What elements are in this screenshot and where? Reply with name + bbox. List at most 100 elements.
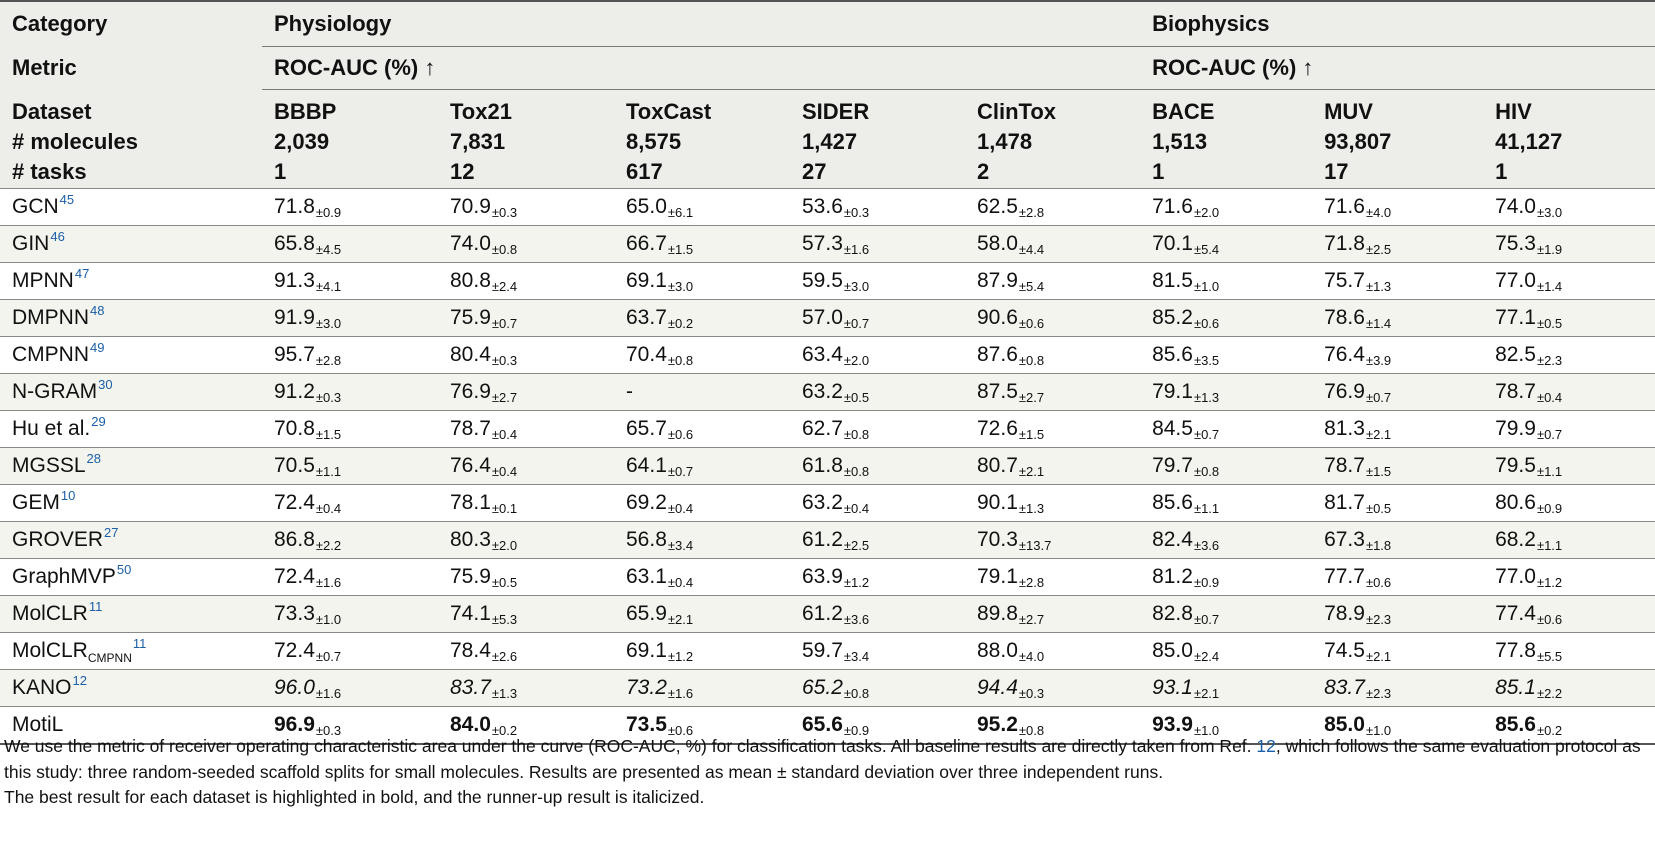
reference-link[interactable]: 48: [90, 303, 105, 318]
reference-link[interactable]: 47: [74, 266, 90, 281]
score-std: ±0.6: [1193, 316, 1220, 331]
score-std: ±2.7: [491, 390, 518, 405]
group-biophysics: Biophysics: [1140, 0, 1655, 47]
score-std: ±1.3: [1018, 501, 1045, 516]
score-std: ±0.3: [491, 353, 518, 368]
score-mean: 91.2: [274, 380, 315, 403]
score-mean: 79.7: [1152, 454, 1193, 477]
score-mean: 84.5: [1152, 417, 1193, 440]
header-row-dataset: Dataset BBBP Tox21 ToxCast SIDER ClinTox BACE…: [0, 89, 1655, 128]
score-cell: 75.9±0.5: [438, 558, 614, 596]
score-std: ±1.4: [1365, 316, 1392, 331]
model-name-cell: Hu et al.29: [0, 410, 262, 448]
dataset-tasks: 617: [626, 159, 663, 184]
score-std: ±1.0: [1365, 723, 1392, 738]
model-name-cell: GIN46: [0, 225, 262, 263]
reference-link[interactable]: 45: [59, 192, 75, 207]
score-mean: 85.2: [1152, 306, 1193, 329]
score-mean: 63.2: [802, 491, 843, 514]
score-cell: 80.6±0.9: [1483, 484, 1655, 522]
score-std: ±2.0: [491, 538, 518, 553]
score-std: ±1.0: [1193, 723, 1220, 738]
reference-link[interactable]: 27: [104, 525, 119, 540]
reference-link[interactable]: 12: [72, 673, 87, 688]
score-mean: 77.0: [1495, 269, 1536, 292]
reference-link[interactable]: 10: [60, 488, 76, 503]
reference-link[interactable]: 11: [88, 599, 103, 614]
model-name: CMPNN: [12, 343, 89, 366]
score-std: ±5.5: [1536, 649, 1563, 664]
score-mean: 83.7: [1324, 676, 1365, 699]
model-name: Hu et al.: [12, 417, 91, 440]
score-mean: 75.3: [1495, 232, 1536, 255]
score-std: ±0.4: [843, 501, 870, 516]
table-row: MotiL 96.9±0.3 84.0±0.2 73.5±0.6 65.6±0.9 95.…: [0, 706, 1655, 745]
model-name-cell: GROVER27: [0, 521, 262, 559]
score-cell: 59.5±3.0: [790, 262, 965, 300]
score-std: ±0.8: [843, 464, 870, 479]
score-cell: 82.5±2.3: [1483, 336, 1655, 374]
dataset-name: BACE: [1152, 99, 1215, 124]
score-cell: 66.7±1.5: [614, 225, 790, 263]
score-mean: 95.7: [274, 343, 315, 366]
score-mean: 70.5: [274, 454, 315, 477]
score-cell: 74.0±3.0: [1483, 188, 1655, 226]
reference-link[interactable]: 11: [132, 636, 147, 651]
reference-link[interactable]: 50: [116, 562, 132, 577]
footnote-ref-link[interactable]: 12: [1256, 736, 1276, 756]
score-std: ±0.3: [491, 205, 518, 220]
score-std: ±0.8: [1193, 464, 1220, 479]
score-cell: 79.1±2.8: [965, 558, 1141, 596]
score-std: ±1.1: [1536, 538, 1563, 553]
table-footnote: We use the metric of receiver operating …: [4, 734, 1654, 811]
score-mean: 69.1: [626, 269, 667, 292]
score-mean: 57.3: [802, 232, 843, 255]
reference-link[interactable]: 46: [50, 229, 65, 244]
group-physiology: Physiology: [262, 0, 1141, 47]
score-std: ±0.9: [1193, 575, 1220, 590]
score-mean: 81.5: [1152, 269, 1193, 292]
score-cell: 62.5±2.8: [965, 188, 1141, 226]
reference-link[interactable]: 28: [86, 451, 101, 466]
score-std: ±3.0: [843, 279, 870, 294]
score-mean: 59.7: [802, 639, 843, 662]
score-mean: 84.0: [450, 713, 491, 736]
score-cell: 87.6±0.8: [965, 336, 1141, 374]
score-mean: 91.3: [274, 269, 315, 292]
score-mean: 82.5: [1495, 343, 1536, 366]
table-row: MPNN47 91.3±4.1 80.8±2.4 69.1±3.0 59.5±3.0 87…: [0, 262, 1655, 300]
reference-link[interactable]: 29: [91, 414, 106, 429]
table-row: GIN46 65.8±4.5 74.0±0.8 66.7±1.5 57.3±1.6 58.…: [0, 225, 1655, 263]
score-mean: 59.5: [802, 269, 843, 292]
score-mean: 63.9: [802, 565, 843, 588]
model-name-cell: MPNN47: [0, 262, 262, 300]
score-mean: 77.7: [1324, 565, 1365, 588]
model-subscript: CMPNN: [87, 651, 132, 665]
score-cell: 81.3±2.1: [1312, 410, 1484, 448]
score-mean: 85.6: [1152, 491, 1193, 514]
score-std: ±0.1: [491, 501, 518, 516]
score-std: ±1.2: [843, 575, 870, 590]
footnote-text-a: We use the metric of receiver operating …: [4, 736, 1257, 756]
score-std: ±0.4: [491, 427, 518, 442]
score-mean: 87.5: [977, 380, 1018, 403]
score-std: ±0.2: [491, 723, 518, 738]
reference-link[interactable]: 30: [98, 377, 113, 392]
score-cell: 89.8±2.7: [965, 595, 1141, 633]
score-std: ±1.8: [1365, 538, 1392, 553]
reference-link[interactable]: 49: [90, 340, 105, 355]
dataset-molecules: 7,831: [450, 129, 506, 154]
model-name: GEM: [12, 491, 60, 514]
score-std: ±2.1: [1018, 464, 1045, 479]
score-cell: 77.1±0.5: [1483, 299, 1655, 337]
score-mean: 67.3: [1324, 528, 1365, 551]
dataset-molecules: 8,575: [626, 129, 682, 154]
score-std: ±0.9: [843, 723, 870, 738]
score-cell: 85.2±0.6: [1140, 299, 1313, 337]
score-mean: 90.6: [977, 306, 1018, 329]
metric-label: Metric: [12, 55, 77, 80]
score-mean: 72.4: [274, 639, 315, 662]
score-std: ±0.8: [491, 242, 518, 257]
score-mean: 57.0: [802, 306, 843, 329]
score-mean: 77.8: [1495, 639, 1536, 662]
